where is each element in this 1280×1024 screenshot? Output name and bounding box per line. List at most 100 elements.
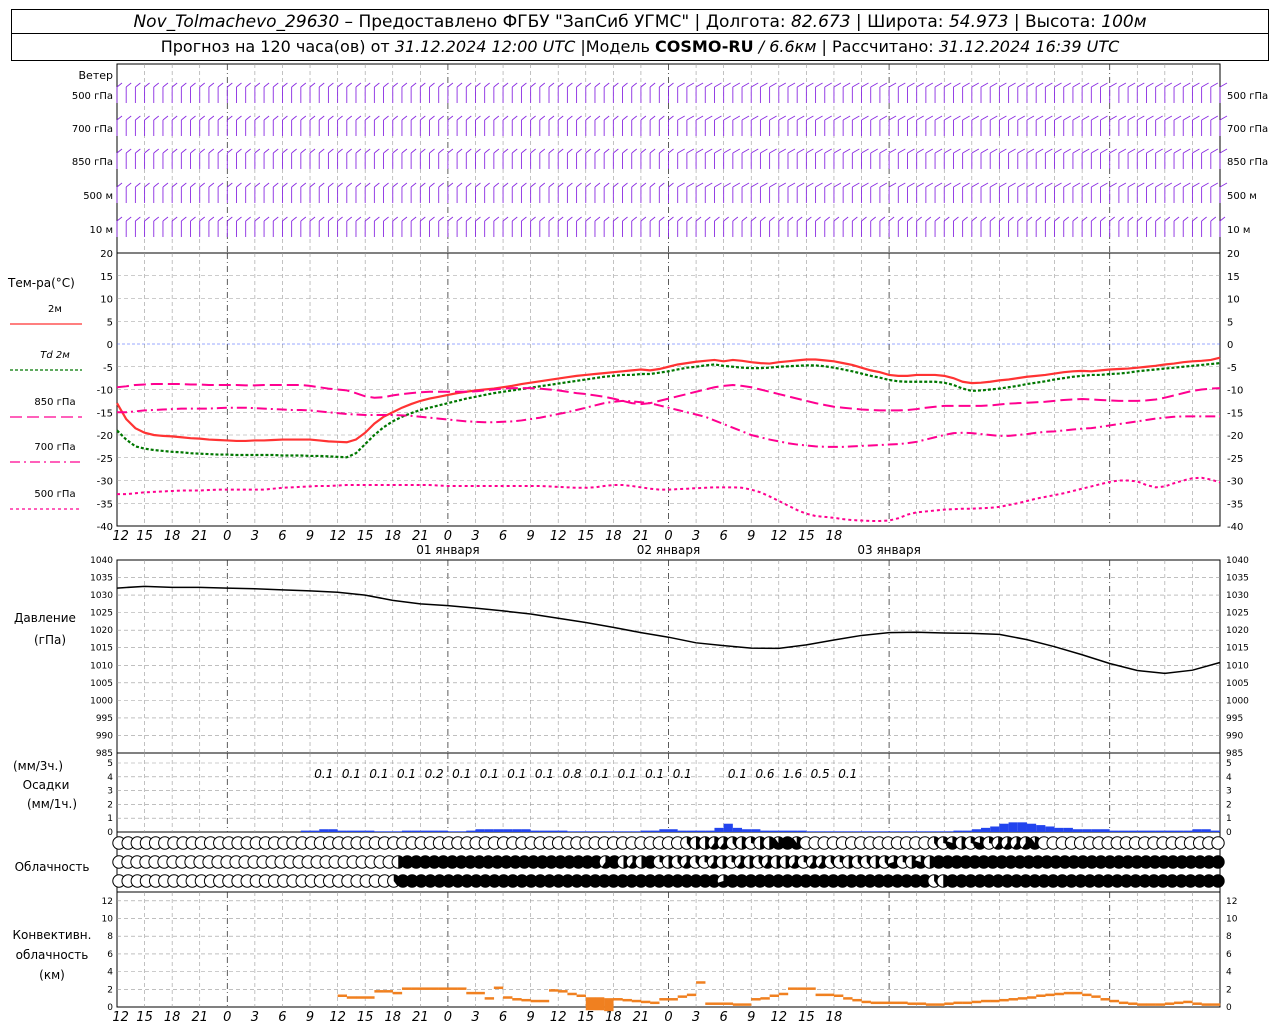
conv-bar (1146, 1003, 1156, 1006)
conv-bar (659, 998, 669, 1001)
wind-barb-feather (677, 148, 685, 154)
wind-barb-feather (144, 148, 150, 154)
wind-barb-feather (1072, 148, 1081, 154)
wind-barb-feather (999, 82, 1007, 88)
precip-bar (1008, 822, 1018, 832)
time-tick-label: 9 (306, 529, 314, 544)
wind-barb-feather (603, 82, 610, 88)
wind-barb-feather (796, 216, 803, 222)
wind-barb-feather (1026, 115, 1035, 121)
temp-legend-label: 850 гПа (34, 397, 75, 408)
wind-barb-feather (318, 82, 325, 88)
wind-barb-feather (217, 148, 224, 154)
conv-bar (1118, 1001, 1129, 1005)
wind-barb-feather (1035, 148, 1044, 154)
precip-bar (1045, 826, 1055, 832)
precip-bar (484, 829, 494, 832)
wind-barb-feather (659, 82, 665, 88)
precip-3h-label: 0.8 (562, 767, 581, 781)
wind-barb-feather (953, 82, 961, 88)
wind-barb-feather (613, 82, 619, 88)
precip-bar (530, 830, 540, 832)
precip-3h-label: 0.1 (838, 767, 857, 781)
precip-ytick-right: 5 (1226, 759, 1232, 769)
wind-barb-feather (346, 216, 353, 222)
wind-barb-feather (1173, 182, 1182, 188)
wind-barb-feather (999, 148, 1007, 154)
wind-barb-feather (714, 82, 722, 88)
wind-barb-feather (548, 115, 555, 121)
wind-barb-feather (245, 82, 251, 88)
wind-barb-feather (953, 115, 961, 121)
wind-barb-feather (456, 115, 463, 121)
precip-bar (659, 829, 669, 832)
wind-barb-feather (668, 82, 674, 88)
wind-barb-feather (171, 82, 178, 88)
wind-barb-feather (1054, 216, 1060, 222)
precip-3h-label: 0.1 (369, 767, 388, 781)
wind-barb-feather (236, 182, 242, 188)
temp-ytick-right: 5 (1227, 317, 1233, 328)
wind-barb-feather (833, 216, 840, 222)
wind-barb-feather (907, 216, 913, 222)
precip-bar (971, 829, 982, 832)
wind-barb-feather (787, 115, 796, 121)
time-tick-label: 3 (471, 529, 479, 544)
wind-barb-feather (236, 82, 242, 88)
wind-barb-feather (741, 115, 750, 121)
wind-barb-feather (401, 115, 408, 121)
wind-barb-feather (649, 216, 656, 222)
wind-barb-feather (916, 216, 922, 222)
precip-bar (769, 830, 779, 832)
time-tick-label: 18 (164, 529, 181, 544)
conv-bar (346, 996, 357, 999)
wind-barb-feather (631, 216, 638, 222)
precip-bar (677, 830, 687, 832)
wind-barb-feather (1017, 82, 1026, 88)
conv-ytick-right: 8 (1226, 932, 1232, 942)
precip-bar (861, 831, 871, 832)
wind-barb-feather (116, 182, 123, 188)
wind-barb-feather (585, 115, 592, 121)
wind-barb-feather (916, 148, 924, 154)
wind-barb-feather (576, 148, 582, 154)
wind-barb-feather (944, 182, 952, 188)
wind-barb-feather (1137, 115, 1145, 121)
temp-ytick-right: -5 (1227, 363, 1237, 374)
cloud-cell (1211, 836, 1225, 850)
precip-bar (631, 831, 641, 832)
conv-bar (429, 987, 439, 990)
wind-barb-feather (181, 182, 187, 188)
time-tick-label: 15 (136, 529, 153, 544)
wind-barb-feather (1026, 216, 1033, 222)
lon-label: Долгота: (705, 12, 792, 32)
wind-barb-feather (603, 115, 610, 121)
wind-barb-feather (769, 82, 777, 88)
wind-barb-feather (1008, 182, 1016, 188)
conv-bar (1100, 998, 1110, 1001)
wind-barb-feather (502, 115, 509, 121)
wind-barb-feather (824, 216, 831, 222)
wind-barb-feather (907, 115, 915, 121)
precip-bar (411, 830, 421, 832)
wind-barb-feather (999, 216, 1005, 222)
wind-barb-feather (852, 216, 858, 222)
temp-ytick-right: -10 (1227, 386, 1243, 397)
wind-barb-feather (879, 182, 888, 188)
wind-barb-feather (649, 82, 656, 88)
calc-label: | Рассчитано: (816, 37, 939, 56)
wind-barb-feather (567, 148, 573, 154)
conv-bar (420, 987, 430, 990)
conv-bar (539, 999, 550, 1003)
conv-ytick-left: 2 (107, 985, 113, 995)
wind-barb-feather (1063, 115, 1071, 121)
model-label: |Модель (575, 37, 656, 56)
wind-barb-feather (898, 216, 904, 222)
precip-title: Осадки (23, 778, 70, 792)
wind-barb-feather (493, 182, 500, 188)
wind-barb-feather (1091, 148, 1099, 154)
wind-barb-feather (557, 82, 564, 88)
wind-barb-feather (1017, 216, 1024, 222)
wind-barb-feather (925, 216, 932, 222)
wind-barb-feather (511, 216, 518, 222)
